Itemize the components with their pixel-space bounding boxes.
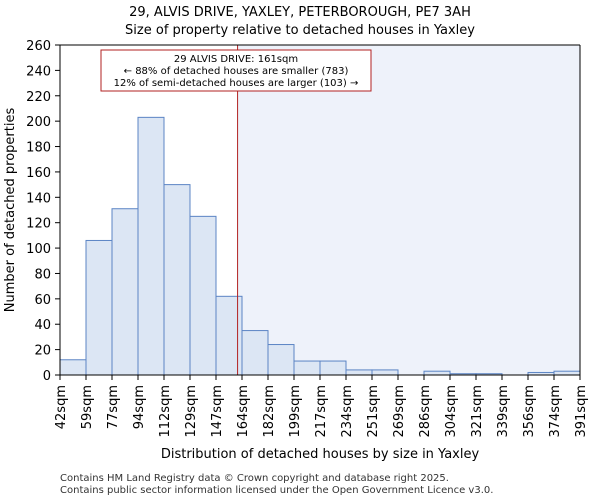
- y-ticks-group: 0 20 40 60 80 100 120 140 160 180 200 220 240 260: [26, 39, 60, 384]
- annotation-border: [100, 49, 372, 92]
- y-tick-label: 20: [34, 344, 51, 359]
- footer-copyright: Contains HM Land Registry data © Crown c…: [60, 473, 449, 484]
- bar-129sqm: [189, 215, 217, 376]
- x-tick-label: 356sqm: [522, 385, 537, 438]
- x-tick-label: 182sqm: [262, 385, 277, 438]
- x-tick-label: 112sqm: [158, 385, 173, 438]
- y-tick-label: 40: [34, 318, 51, 333]
- bar-77sqm: [111, 208, 139, 376]
- y-tick-label: 60: [34, 293, 51, 308]
- x-ticks-group: 42sqm 59sqm 77sqm 94sqm 112sqm 129sqm 147sqm 16…: [54, 375, 589, 438]
- x-tick-label: 269sqm: [392, 385, 407, 438]
- bar-147sqm: [215, 295, 243, 376]
- bar-234sqm: [345, 369, 373, 376]
- annotation-line-3: 12% of semi-detached houses are larger (…: [114, 78, 359, 89]
- bar-112sqm: [163, 184, 191, 376]
- y-tick-label: 180: [26, 141, 51, 156]
- x-tick-label: 217sqm: [314, 385, 329, 438]
- x-tick-label: 234sqm: [340, 385, 355, 438]
- axes: [59, 44, 581, 376]
- y-tick-label: 120: [26, 217, 51, 232]
- chart-title: 29, ALVIS DRIVE, YAXLEY, PETERBOROUGH, P…: [129, 5, 471, 20]
- y-tick-label: 240: [26, 64, 51, 79]
- y-tick-label: 80: [34, 267, 51, 282]
- bar-251sqm: [371, 369, 399, 376]
- annotation-line-2: ← 88% of detached houses are smaller (78…: [124, 66, 349, 77]
- highlight-region: [237, 45, 580, 375]
- x-tick-label: 59sqm: [80, 385, 95, 429]
- x-tick-label: 42sqm: [54, 385, 69, 429]
- bars-group: [59, 116, 581, 376]
- x-tick-label: 321sqm: [470, 385, 485, 438]
- y-tick-label: 140: [26, 191, 51, 206]
- x-tick-label: 147sqm: [210, 385, 225, 438]
- x-tick-label: 391sqm: [574, 385, 589, 438]
- y-tick-label: 220: [26, 90, 51, 105]
- bar-199sqm: [293, 360, 321, 376]
- x-tick-label: 199sqm: [288, 385, 303, 438]
- bar-374sqm: [553, 370, 581, 376]
- x-tick-label: 251sqm: [366, 385, 381, 438]
- x-tick-label: 286sqm: [418, 385, 433, 438]
- annotation-line-1: 29 ALVIS DRIVE: 161sqm: [174, 54, 298, 65]
- bar-182sqm: [267, 344, 295, 376]
- bar-286sqm: [423, 370, 451, 376]
- x-axis-label: Distribution of detached houses by size …: [161, 447, 480, 462]
- annotation-box: 29 ALVIS DRIVE: 161sqm ← 88% of detached…: [100, 49, 372, 92]
- chart-subtitle: Size of property relative to detached ho…: [125, 23, 475, 38]
- y-tick-label: 0: [43, 369, 51, 384]
- bar-217sqm: [319, 360, 347, 376]
- bar-94sqm: [137, 116, 165, 376]
- y-tick-label: 160: [26, 166, 51, 181]
- x-tick-label: 339sqm: [496, 385, 511, 438]
- y-tick-label: 100: [26, 242, 51, 257]
- x-tick-label: 129sqm: [184, 385, 199, 438]
- footer-licence: Contains public sector information licen…: [60, 485, 494, 496]
- x-tick-label: 164sqm: [236, 385, 251, 438]
- bar-59sqm: [85, 239, 113, 376]
- y-axis-label: Number of detached properties: [3, 108, 18, 313]
- y-tick-label: 200: [26, 115, 51, 130]
- x-tick-label: 94sqm: [132, 385, 147, 429]
- x-tick-label: 304sqm: [444, 385, 459, 438]
- bar-42sqm: [59, 359, 87, 376]
- y-tick-label: 260: [26, 39, 51, 54]
- x-tick-label: 374sqm: [548, 385, 563, 438]
- bar-164sqm: [241, 330, 269, 376]
- x-tick-label: 77sqm: [106, 385, 121, 429]
